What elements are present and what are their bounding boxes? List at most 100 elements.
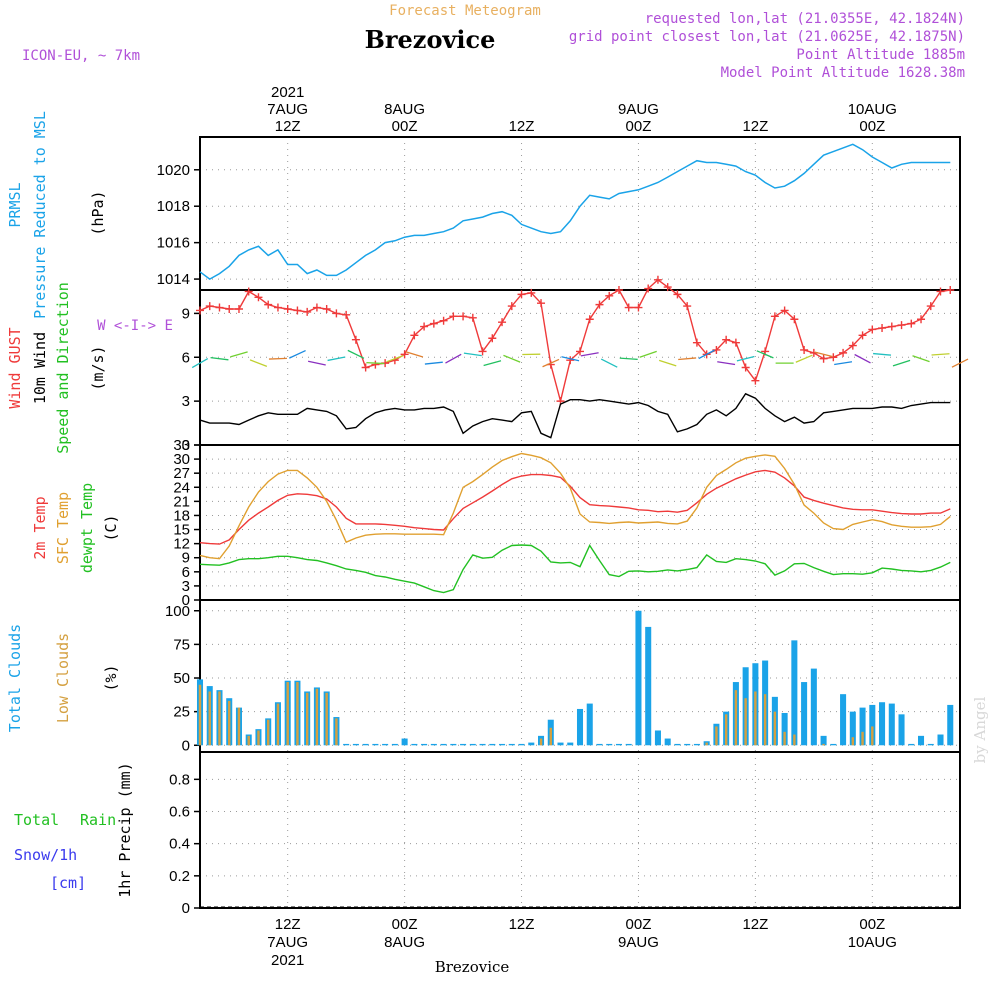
total-cloud-bar (888, 703, 895, 746)
point-altitude: Point Altitude 1885m (796, 47, 965, 63)
low-cloud-bar (335, 718, 338, 746)
gust-marker (780, 306, 789, 315)
wind-direction-arrow (698, 349, 715, 360)
total-cloud-bar (869, 704, 876, 746)
low-cloud-bar (871, 726, 874, 746)
y-tick-label: 24 (173, 479, 190, 496)
watermark: by Angel (971, 696, 989, 763)
y-tick-label: 100 (165, 603, 190, 620)
pressure-line (199, 143, 951, 280)
low-cloud-bar (705, 742, 708, 746)
low-cloud-bar (754, 691, 757, 746)
gust-marker (449, 312, 458, 321)
temp-line-0 (199, 469, 951, 545)
gust-marker (312, 303, 321, 312)
requested-coords: requested lon,lat (21.0355E, 42.1824N) (645, 11, 965, 27)
gust-marker (478, 347, 487, 356)
legend-cm: [cm] (50, 874, 86, 892)
gust-marker (848, 341, 857, 350)
gust-marker (420, 322, 429, 331)
chart-title: Forecast Meteogram (389, 3, 541, 19)
y-tick-label: 1014 (157, 271, 190, 288)
gust-marker (926, 302, 935, 311)
low-cloud-bar (276, 703, 280, 746)
gust-marker (731, 338, 740, 347)
total-cloud-bar (528, 742, 535, 746)
wind-direction-arrow (210, 356, 229, 361)
total-cloud-bar (421, 743, 428, 746)
wind-direction-arrow (366, 361, 385, 365)
y-tick-label: 0.8 (169, 771, 190, 788)
total-cloud-bar (411, 743, 418, 746)
y-tick-label: 75 (173, 636, 190, 653)
total-cloud-bar (479, 743, 486, 746)
wind-direction-arrow (503, 354, 521, 363)
gust-marker (683, 302, 692, 311)
gust-marker (429, 319, 438, 328)
total-cloud-bar (664, 738, 671, 746)
gust-marker (371, 360, 380, 369)
panel-frame (199, 136, 961, 291)
gust-marker (215, 303, 224, 312)
x-tick-label-top: 00Z (859, 118, 885, 135)
temp-line-2 (199, 544, 951, 594)
total-cloud-bar (460, 743, 467, 746)
low-cloud-bar (315, 688, 319, 746)
gust-marker (673, 290, 682, 299)
total-cloud-bar (830, 743, 837, 746)
y-tick-label: 0.2 (169, 868, 190, 885)
total-cloud-bar (820, 735, 827, 746)
total-cloud-bar (567, 742, 574, 746)
low-cloud-bar (305, 692, 309, 746)
wind-direction-arrow (600, 358, 618, 368)
gust-marker (507, 302, 516, 311)
total-cloud-bar (362, 743, 369, 746)
total-cloud-bar (840, 694, 847, 746)
ylabel-ms: (m/s) (89, 345, 107, 390)
wind-direction-arrow (912, 355, 930, 363)
gust-marker (273, 303, 282, 312)
x-tick-label-bottom: 12Z (509, 916, 535, 933)
gust-marker (770, 312, 779, 321)
wind-speed-line (199, 392, 951, 439)
wind-direction-arrow (405, 351, 424, 358)
wind-direction-arrow (658, 359, 677, 367)
gust-marker (897, 321, 906, 330)
y-tick-label: 30 (173, 451, 190, 468)
wind-direction-arrow (289, 349, 306, 359)
low-cloud-bar (763, 694, 767, 746)
x-tick-label-top: 12Z (509, 118, 535, 135)
x-tick-label-top: 12Z (275, 118, 301, 135)
ylabel-sfc: SFC Temp (54, 492, 72, 564)
y-tick-label: 9 (182, 550, 190, 567)
wind-direction-arrow (327, 356, 346, 362)
x-tick-label-bottom: 8AUG (384, 934, 425, 951)
total-cloud-bar (645, 626, 652, 746)
total-cloud-bar (450, 743, 457, 746)
gust-marker (722, 335, 731, 344)
gust-marker (517, 290, 526, 299)
low-cloud-bar (773, 711, 777, 746)
ylabel-pct: (%) (102, 664, 120, 691)
y-tick-label: 27 (173, 465, 190, 482)
low-cloud-bar (783, 731, 786, 746)
gust-marker (585, 315, 594, 324)
total-cloud-bar (898, 714, 905, 746)
total-cloud-bar (781, 712, 788, 746)
total-cloud-bar (352, 743, 359, 746)
total-cloud-bar (693, 743, 700, 746)
x-tick-label-top: 12Z (742, 118, 768, 135)
total-cloud-bar (440, 743, 447, 746)
x-tick-label-bottom: 12Z (742, 916, 768, 933)
wind-direction-arrow (268, 357, 287, 360)
total-cloud-bar (908, 743, 915, 746)
gust-marker (244, 287, 253, 296)
legend-snow: Snow/1h (14, 846, 77, 864)
ylabel-dewpt: dewpt Temp (78, 483, 96, 573)
gust-marker (858, 331, 867, 340)
ylabel-pressure: Pressure Reduced to MSL (31, 111, 49, 319)
gust-marker (605, 291, 614, 300)
x-tick-label-bottom: 12Z (275, 916, 301, 933)
x-tick-label-top: 9AUG (618, 101, 659, 118)
